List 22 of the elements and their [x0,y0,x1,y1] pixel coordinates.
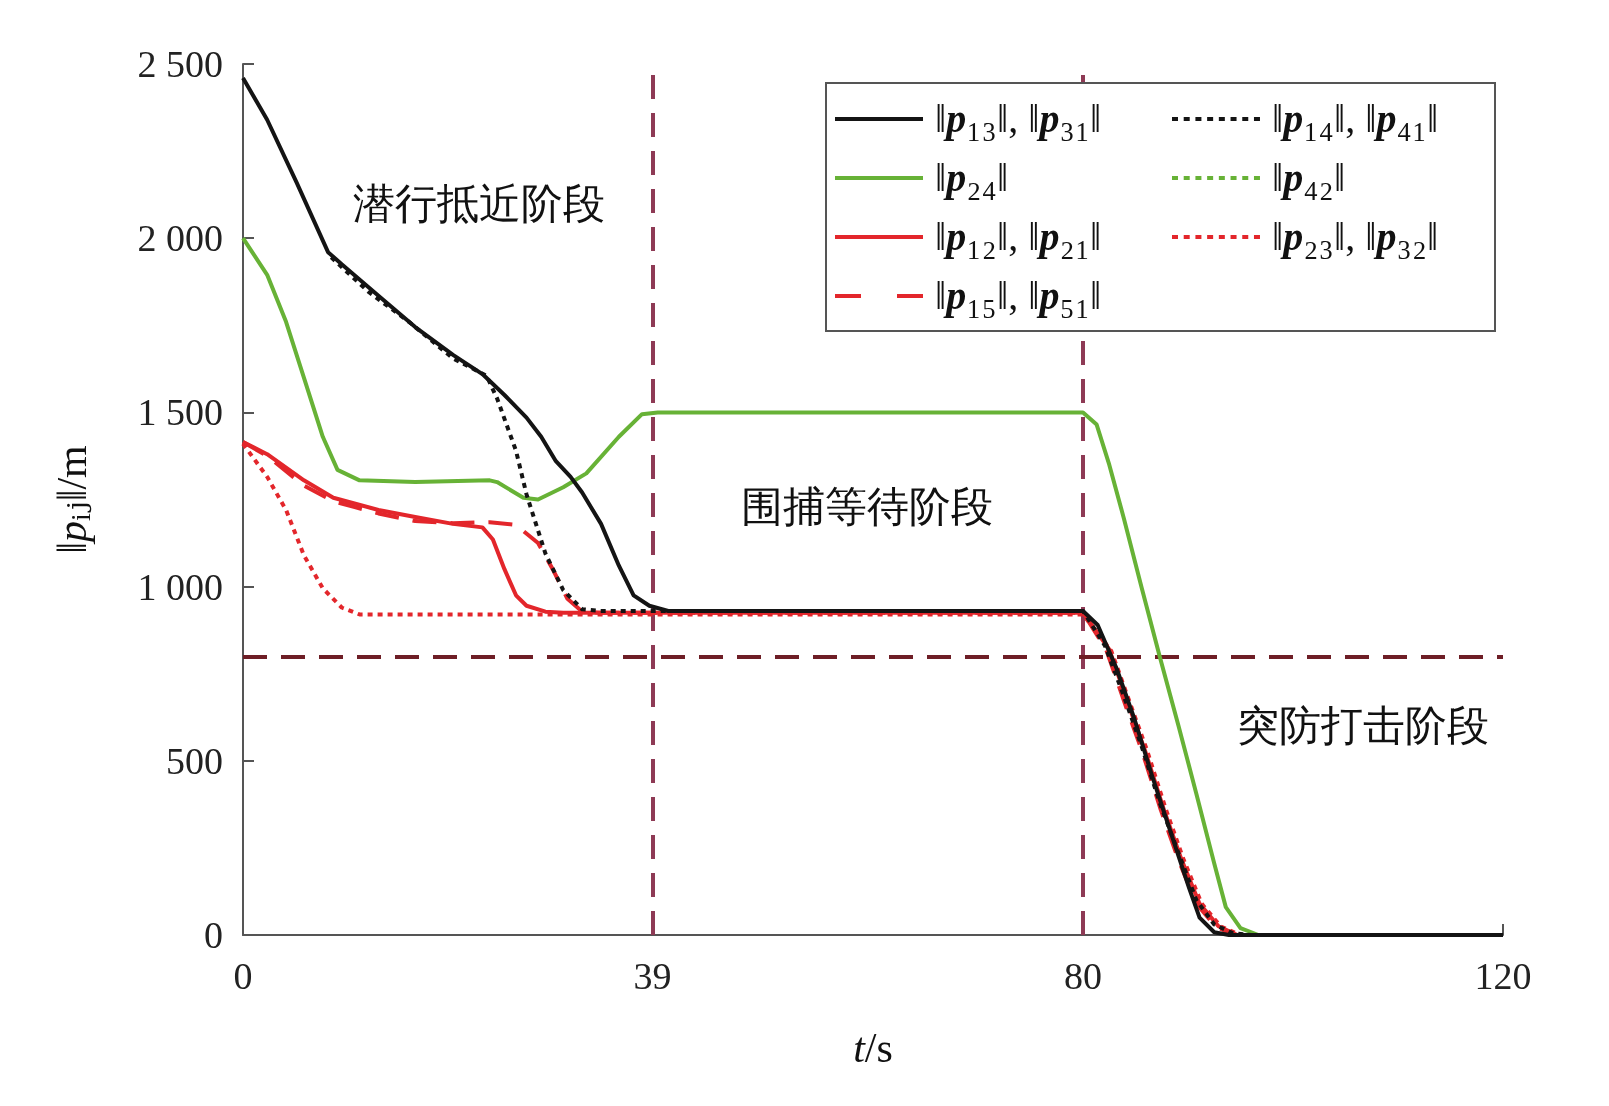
annotation: 潜行抵近阶段 [353,181,605,227]
annotation: 突防打击阶段 [1237,703,1489,749]
y-tick-label: 2 500 [137,43,223,85]
x-tick-label: 39 [633,955,672,997]
x-tick-label: 120 [1474,955,1532,997]
legend-label: ‖p₄₂‖ [1272,152,1346,201]
y-tick-label: 0 [204,914,223,956]
y-tick-label: 1 000 [137,565,223,608]
legend-label: ‖p₁₄‖, ‖p₄₁‖ [1272,93,1439,142]
y-tick-label: 1 500 [137,391,223,434]
annotation: 围捕等待阶段 [741,484,993,530]
y-tick-label: 2 000 [137,217,223,260]
legend-label: ‖p₂₃‖, ‖p₃₂‖ [1272,211,1439,260]
y-axis-title: ‖pᵢⱼ‖/m [44,444,96,554]
legend-label: ‖p₁₅‖, ‖p₅₁‖ [935,270,1102,319]
x-tick-label: 80 [1064,955,1102,997]
legend-label: ‖p₂₄‖ [935,152,1009,201]
x-tick-label: 0 [233,955,253,997]
legend-label: ‖p₁₃‖, ‖p₃₁‖ [935,93,1102,142]
legend-label: ‖p₁₂‖, ‖p₂₁‖ [935,211,1102,260]
x-axis-title: t/s [853,1025,893,1071]
y-tick-label: 500 [166,739,223,782]
